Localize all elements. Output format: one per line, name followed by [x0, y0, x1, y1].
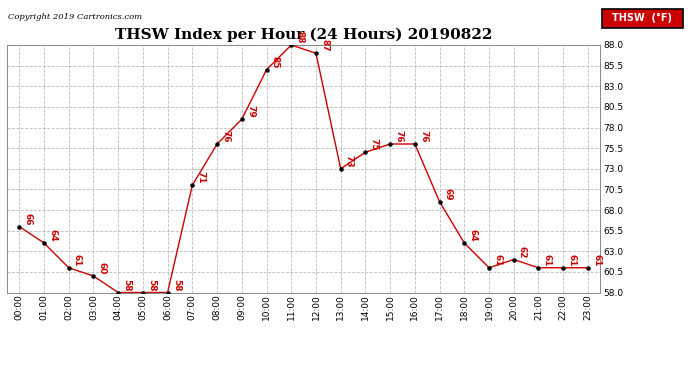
Text: 60: 60 — [97, 262, 106, 274]
Point — [212, 141, 223, 147]
Point — [236, 116, 247, 122]
Text: 66: 66 — [23, 213, 32, 225]
Point — [286, 42, 297, 48]
Point — [162, 290, 173, 296]
Point — [88, 273, 99, 279]
Point — [582, 265, 593, 271]
Text: 61: 61 — [73, 254, 82, 266]
Point — [509, 256, 520, 262]
Text: 62: 62 — [518, 246, 527, 258]
Point — [261, 67, 272, 73]
Point — [63, 265, 75, 271]
Text: 73: 73 — [345, 155, 354, 167]
Text: 75: 75 — [370, 138, 379, 151]
Text: 76: 76 — [419, 130, 428, 142]
Text: 61: 61 — [493, 254, 502, 266]
Text: 64: 64 — [469, 229, 477, 242]
Point — [459, 240, 470, 246]
Text: 58: 58 — [122, 279, 131, 291]
Point — [484, 265, 495, 271]
Text: Copyright 2019 Cartronics.com: Copyright 2019 Cartronics.com — [8, 13, 142, 21]
Point — [384, 141, 395, 147]
Point — [137, 290, 148, 296]
Point — [187, 182, 198, 188]
Text: THSW  (°F): THSW (°F) — [613, 13, 672, 23]
Point — [409, 141, 420, 147]
Text: 79: 79 — [246, 105, 255, 118]
Text: 85: 85 — [270, 56, 279, 68]
Text: 61: 61 — [542, 254, 551, 266]
Point — [14, 224, 25, 230]
Text: 58: 58 — [172, 279, 181, 291]
Text: 71: 71 — [197, 171, 206, 184]
Text: 76: 76 — [394, 130, 403, 142]
Text: 87: 87 — [320, 39, 329, 52]
Text: 61: 61 — [567, 254, 576, 266]
Point — [558, 265, 569, 271]
Point — [335, 166, 346, 172]
Text: 88: 88 — [295, 31, 304, 44]
Title: THSW Index per Hour (24 Hours) 20190822: THSW Index per Hour (24 Hours) 20190822 — [115, 28, 492, 42]
Point — [39, 240, 50, 246]
Point — [533, 265, 544, 271]
Text: 61: 61 — [592, 254, 601, 266]
Point — [310, 50, 322, 56]
Point — [112, 290, 124, 296]
Point — [360, 149, 371, 155]
Text: 69: 69 — [444, 188, 453, 200]
Text: 76: 76 — [221, 130, 230, 142]
Point — [434, 199, 445, 205]
Text: 58: 58 — [147, 279, 156, 291]
Text: 64: 64 — [48, 229, 57, 242]
